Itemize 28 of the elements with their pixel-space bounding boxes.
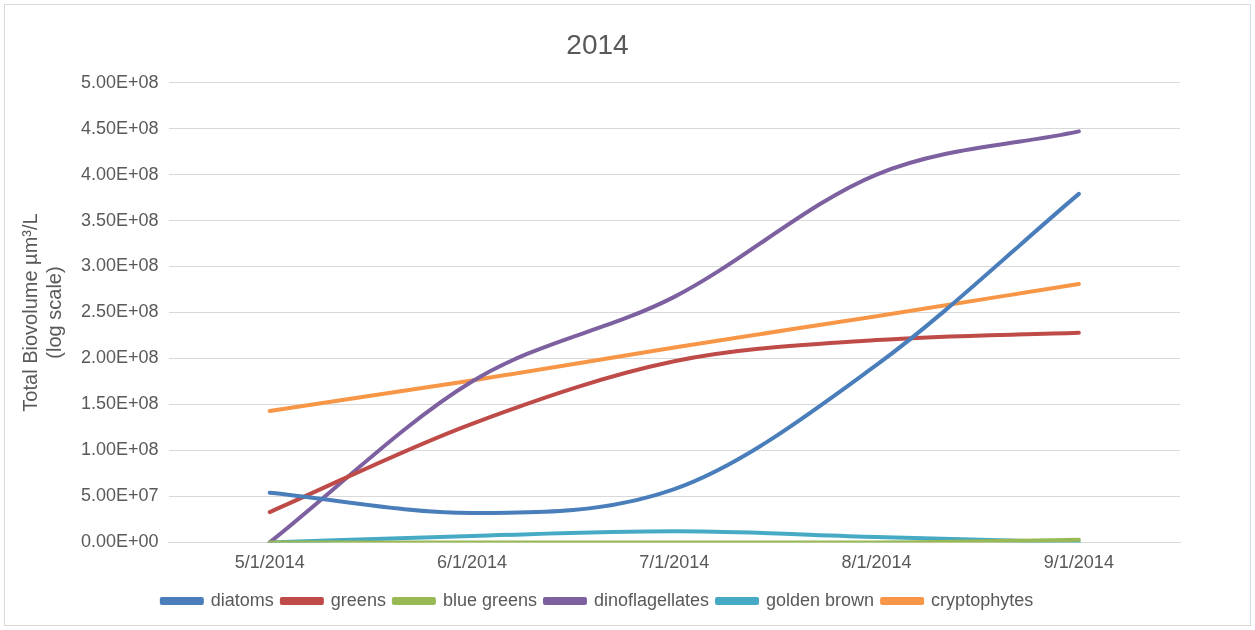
x-tick-label: 5/1/2014 — [234, 552, 305, 573]
chart-title: 2014 — [566, 28, 629, 60]
x-tick-label: 6/1/2014 — [436, 552, 508, 573]
y-tick-label: 5.00E+08 — [80, 71, 159, 92]
legend-label: diatoms — [210, 589, 274, 610]
y-tick-label: 4.50E+08 — [80, 117, 159, 138]
y-tick-label: 2.50E+08 — [80, 301, 159, 322]
y-tick-label: 4.00E+08 — [80, 163, 159, 184]
y-tick-label: 1.00E+08 — [80, 439, 159, 460]
legend-label: cryptophytes — [931, 589, 1034, 610]
line-series — [267, 191, 1081, 515]
y-tick-label: 5.00E+07 — [80, 485, 159, 506]
legend-label: dinoflagellates — [593, 589, 710, 610]
y-tick-label: 3.00E+08 — [80, 255, 159, 276]
legend-label: greens — [330, 589, 386, 610]
line-series — [267, 330, 1081, 515]
y-tick-label: 1.50E+08 — [80, 393, 159, 414]
y-tick-label: 3.50E+08 — [80, 209, 159, 230]
x-tick-label: 7/1/2014 — [639, 552, 710, 573]
y-axis-title: Total Biovolume µm³/L (log scale) — [18, 213, 65, 412]
x-tick-label: 8/1/2014 — [841, 552, 912, 573]
line-series — [267, 281, 1081, 413]
legend-label: blue greens — [442, 589, 537, 610]
legend-label: golden brown — [766, 589, 875, 610]
x-tick-label: 9/1/2014 — [1043, 552, 1114, 573]
line-series — [267, 129, 1081, 543]
y-tick-label: 2.00E+08 — [80, 347, 159, 368]
y-tick-label: 0.00E+00 — [80, 531, 159, 552]
